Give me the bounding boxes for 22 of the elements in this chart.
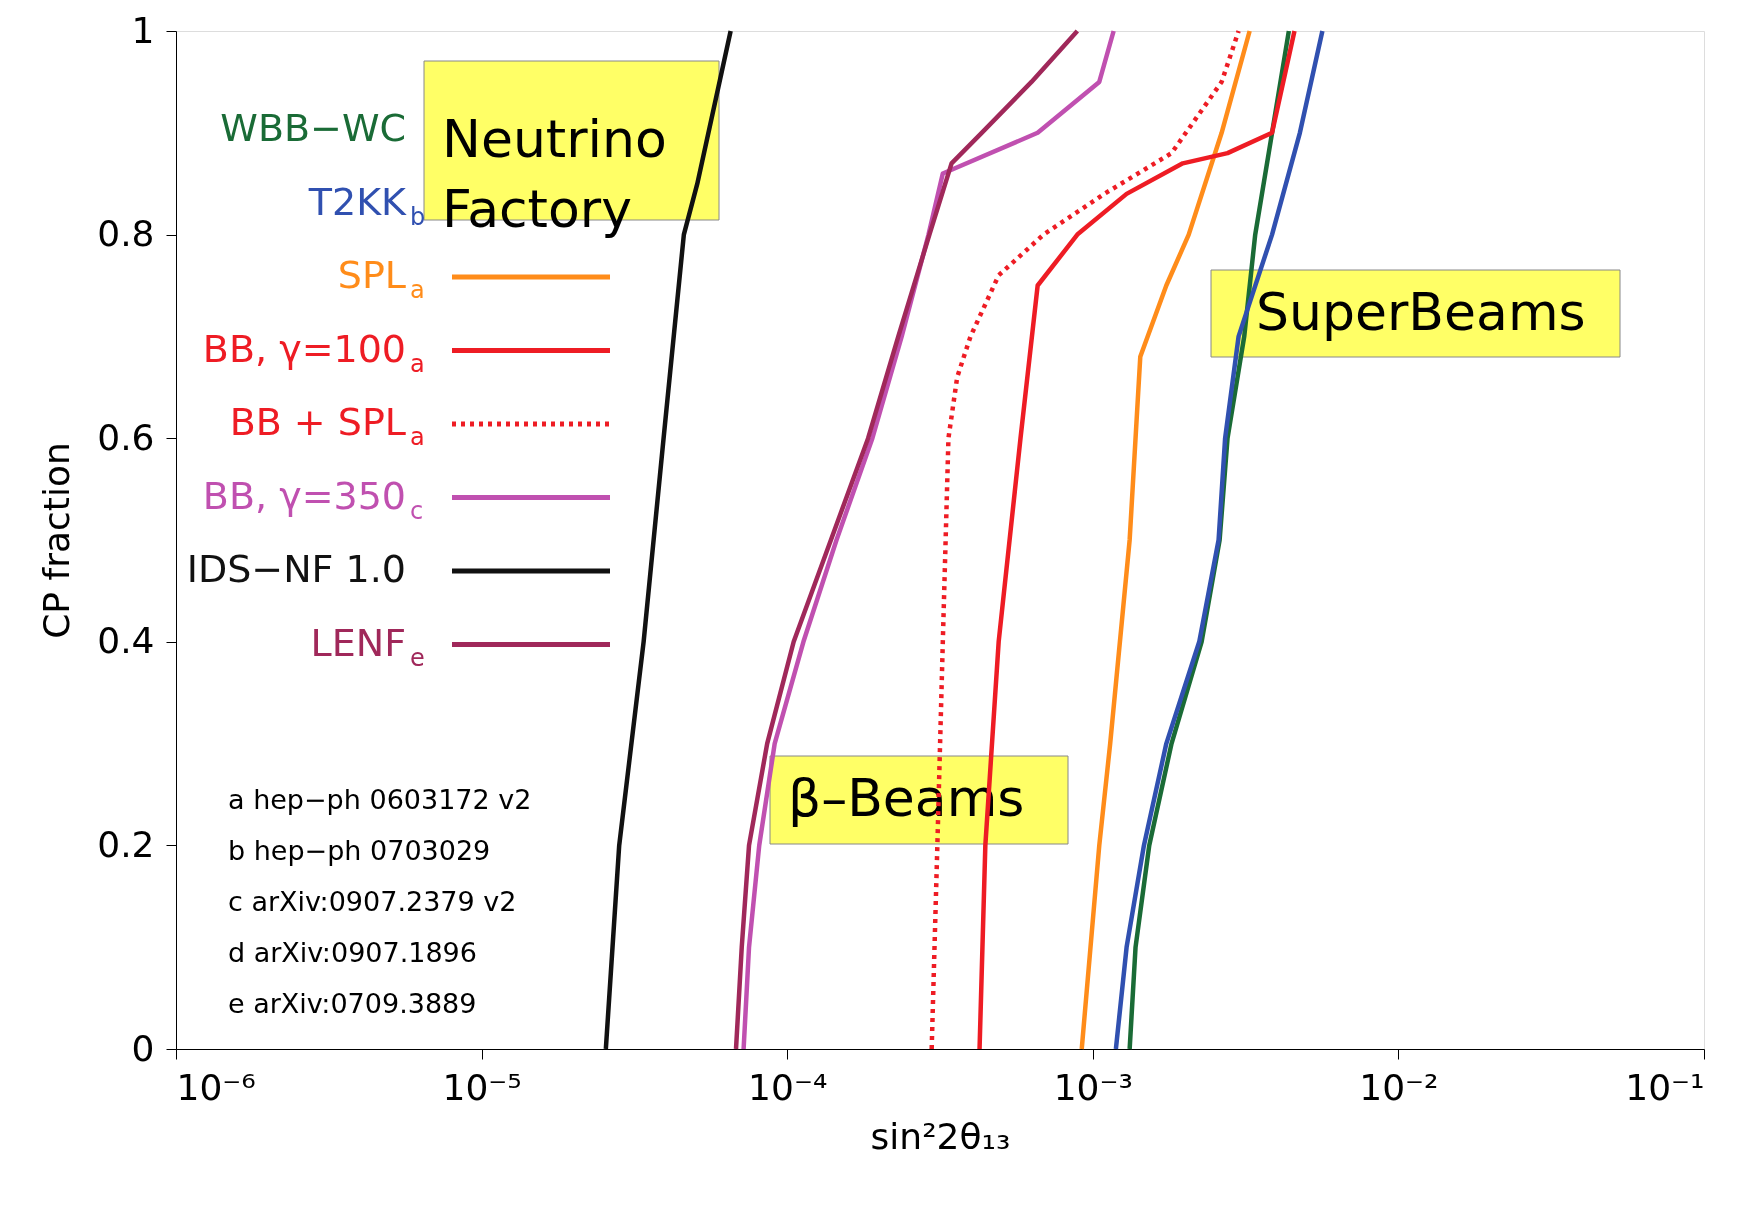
- x-tick-label: 10⁻²: [1359, 1066, 1439, 1108]
- y-tick-label: 0.2: [97, 823, 155, 865]
- annotation: c arXiv:0907.2379 v2: [228, 886, 517, 917]
- y-tick-label: 1: [131, 9, 155, 51]
- annotation: e arXiv:0709.3889: [228, 988, 477, 1019]
- x-tick-label: 10⁻⁵: [442, 1066, 522, 1108]
- annotation: d arXiv:0907.1896: [228, 937, 477, 968]
- x-tick-label: 10⁻¹: [1625, 1066, 1705, 1108]
- x-axis-title: sin²2θ₁₃: [870, 1115, 1011, 1157]
- x-tick-label: 10⁻⁴: [748, 1066, 828, 1108]
- legend-label: IDS−NF 1.0: [186, 547, 406, 591]
- annotation: SuperBeams: [1256, 281, 1586, 342]
- x-tick-label: 10⁻³: [1053, 1066, 1133, 1108]
- annotation: a hep−ph 0603172 v2: [228, 784, 532, 815]
- y-tick-label: 0.4: [97, 620, 155, 662]
- x-tick-label: 10⁻⁶: [176, 1066, 256, 1108]
- y-tick-label: 0.6: [97, 416, 155, 458]
- y-tick-label: 0: [131, 1027, 155, 1069]
- y-tick-label: 0.8: [97, 213, 155, 255]
- annotation: b hep−ph 0703029: [228, 835, 491, 866]
- y-axis-title: CP fraction: [36, 442, 78, 639]
- text: WBB−WC: [220, 106, 406, 150]
